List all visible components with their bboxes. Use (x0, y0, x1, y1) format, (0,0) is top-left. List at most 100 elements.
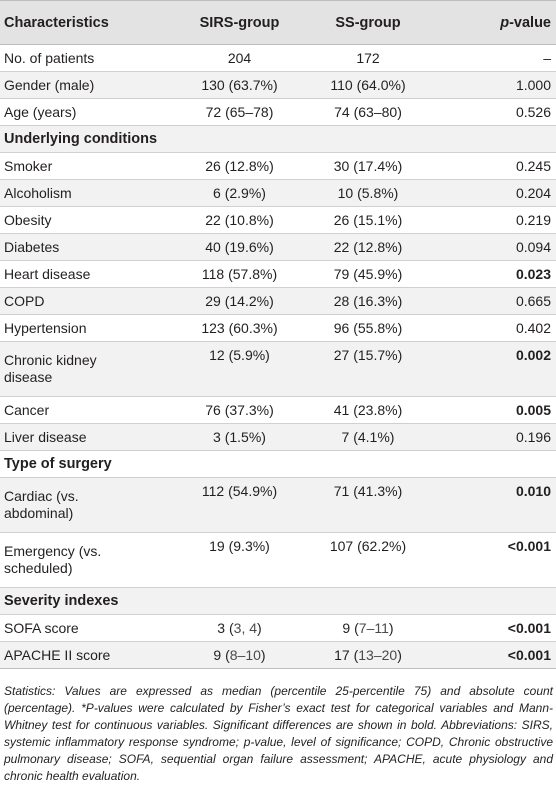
sirs-value: 204 (176, 44, 303, 72)
sirs-median: 9 (213, 646, 222, 663)
row-label: Liver disease (0, 423, 176, 451)
section-row-underlying-conditions: Underlying conditions (0, 125, 556, 153)
p-value: 0.094 (433, 233, 556, 261)
table-footnote: Statistics: Values are expressed as medi… (4, 684, 553, 783)
p-value: 0.526 (433, 98, 556, 126)
ss-value: 22 (12.8%) (303, 233, 433, 261)
ss-median: 17 (334, 646, 350, 663)
p-value: 0.245 (433, 152, 556, 180)
ss-value: 30 (17.4%) (303, 152, 433, 180)
section-row-severity-indexes: Severity indexes (0, 587, 556, 615)
row-label-line1: Cardiac (vs. (4, 488, 79, 504)
sirs-value: 76 (37.3%) (176, 396, 303, 424)
ss-value: 28 (16.3%) (303, 287, 433, 315)
table-row: Gender (male) 130 (63.7%) 110 (64.0%) 1.… (0, 71, 556, 99)
row-label: Smoker (0, 152, 176, 180)
ss-median: 9 (342, 619, 351, 636)
ss-value: 10 (5.8%) (303, 179, 433, 207)
ss-value: 17 (13–20) (303, 641, 433, 669)
ss-value: 172 (303, 44, 433, 72)
ss-value: 96 (55.8%) (303, 314, 433, 342)
sirs-value: 6 (2.9%) (176, 179, 303, 207)
p-value: 0.219 (433, 206, 556, 234)
sirs-value: 3 (3, 4) (176, 614, 303, 642)
row-label: SOFA score (0, 614, 176, 642)
p-value: 0.665 (433, 287, 556, 315)
ss-value: 110 (64.0%) (303, 71, 433, 99)
ss-value: 27 (15.7%) (303, 341, 433, 397)
table-row: Smoker 26 (12.8%) 30 (17.4%) 0.245 (0, 152, 556, 180)
header-characteristics: Characteristics (0, 0, 176, 45)
ss-value: 107 (62.2%) (303, 532, 433, 588)
sirs-value: 12 (5.9%) (176, 341, 303, 397)
table-row: Chronic kidney disease 12 (5.9%) 27 (15.7… (0, 341, 556, 397)
table-row: COPD 29 (14.2%) 28 (16.3%) 0.665 (0, 287, 556, 315)
row-label: Hypertension (0, 314, 176, 342)
sirs-value: 9 (8–10) (176, 641, 303, 669)
p-value-significant: 0.002 (433, 341, 556, 397)
row-label-line2: scheduled) (4, 560, 73, 576)
sirs-value: 3 (1.5%) (176, 423, 303, 451)
row-label: Heart disease (0, 260, 176, 288)
ss-value: 7 (4.1%) (303, 423, 433, 451)
sirs-iqr: 3, 4 (233, 619, 258, 636)
table-row: Obesity 22 (10.8%) 26 (15.1%) 0.219 (0, 206, 556, 234)
p-value-significant: 0.005 (433, 396, 556, 424)
ss-value: 26 (15.1%) (303, 206, 433, 234)
p-value: 1.000 (433, 71, 556, 99)
table-row: Cancer 76 (37.3%) 41 (23.8%) 0.005 (0, 396, 556, 424)
ss-value: 79 (45.9%) (303, 260, 433, 288)
header-sirs-group: SIRS-group (176, 0, 303, 45)
header-ss-group: SS-group (303, 0, 433, 45)
table-row: Liver disease 3 (1.5%) 7 (4.1%) 0.196 (0, 423, 556, 451)
table-row: Alcoholism 6 (2.9%) 10 (5.8%) 0.204 (0, 179, 556, 207)
p-value-significant: 0.010 (433, 477, 556, 533)
row-label: Gender (male) (0, 71, 176, 99)
table-row: Emergency (vs. scheduled) 19 (9.3%) 107 (… (0, 532, 556, 588)
table-row: SOFA score 3 (3, 4) 9 (7–11) <0.001 (0, 614, 556, 642)
row-label-line1: Emergency (vs. (4, 543, 102, 559)
table-row: Diabetes 40 (19.6%) 22 (12.8%) 0.094 (0, 233, 556, 261)
p-value-significant: 0.023 (433, 260, 556, 288)
row-label-line2: abdominal) (4, 505, 74, 521)
ss-iqr: 7–11 (358, 619, 389, 636)
row-label: Obesity (0, 206, 176, 234)
table-row: Hypertension 123 (60.3%) 96 (55.8%) 0.40… (0, 314, 556, 342)
section-row-type-of-surgery: Type of surgery (0, 450, 556, 478)
row-label: Age (years) (0, 98, 176, 126)
row-label: Chronic kidney disease (0, 341, 176, 397)
ss-value: 9 (7–11) (303, 614, 433, 642)
sirs-value: 29 (14.2%) (176, 287, 303, 315)
sirs-median: 3 (217, 619, 226, 636)
section-title: Severity indexes (0, 587, 556, 615)
p-value-significant: <0.001 (433, 641, 556, 669)
table-row: APACHE II score 9 (8–10) 17 (13–20) <0.0… (0, 641, 556, 669)
sirs-iqr: 8–10 (229, 646, 261, 663)
p-value: – (433, 44, 556, 72)
p-value: 0.402 (433, 314, 556, 342)
row-label: COPD (0, 287, 176, 315)
section-title: Underlying conditions (0, 125, 556, 153)
p-value-significant: <0.001 (433, 532, 556, 588)
row-label: Emergency (vs. scheduled) (0, 532, 176, 588)
row-label-line2: disease (4, 369, 53, 385)
ss-iqr: 13–20 (358, 646, 398, 663)
table-row: Cardiac (vs. abdominal) 112 (54.9%) 71 (4… (0, 477, 556, 533)
header-p-value: p-value (433, 0, 556, 45)
ss-value: 41 (23.8%) (303, 396, 433, 424)
row-label: Cancer (0, 396, 176, 424)
section-title: Type of surgery (0, 450, 556, 478)
row-label: Diabetes (0, 233, 176, 261)
p-value: 0.204 (433, 179, 556, 207)
table-row: Heart disease 118 (57.8%) 79 (45.9%) 0.0… (0, 260, 556, 288)
sirs-value: 40 (19.6%) (176, 233, 303, 261)
row-label: Cardiac (vs. abdominal) (0, 477, 176, 533)
sirs-value: 72 (65–78) (176, 98, 303, 126)
row-label-line1: Chronic kidney (4, 352, 97, 368)
patient-characteristics-table: Characteristics SIRS-group SS-group p-va… (0, 0, 556, 669)
sirs-value: 112 (54.9%) (176, 477, 303, 533)
p-value: 0.196 (433, 423, 556, 451)
table-header-row: Characteristics SIRS-group SS-group p-va… (0, 0, 556, 45)
header-p-italic: p (500, 14, 510, 31)
sirs-value: 19 (9.3%) (176, 532, 303, 588)
